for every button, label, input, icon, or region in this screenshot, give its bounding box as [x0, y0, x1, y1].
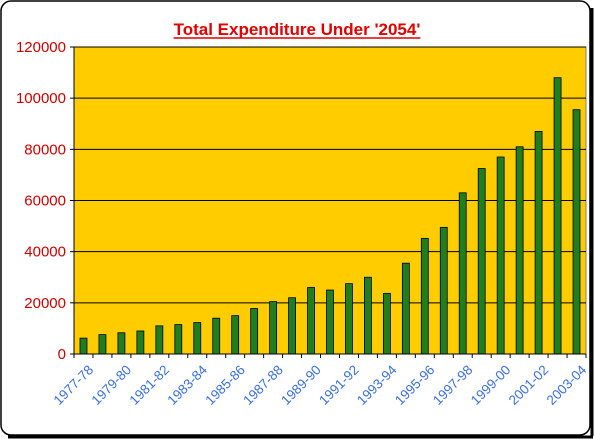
- y-tick-label: 0: [58, 346, 66, 363]
- bar: [382, 292, 391, 355]
- bar: [401, 262, 410, 355]
- bar: [307, 287, 315, 355]
- bar: [250, 308, 259, 355]
- bar: [477, 168, 486, 355]
- bar: [515, 146, 524, 355]
- bar: [98, 334, 107, 355]
- bar: [553, 77, 562, 355]
- y-tick-label: 80000: [24, 141, 66, 158]
- bar: [269, 301, 278, 355]
- bar: [174, 324, 183, 355]
- bar: [458, 192, 467, 355]
- y-tick-label: 60000: [24, 193, 66, 210]
- bar: [155, 325, 164, 355]
- bar: [212, 317, 221, 355]
- bar: [420, 237, 429, 355]
- bar: [572, 109, 581, 355]
- bar: [231, 315, 240, 355]
- bar: [288, 297, 296, 355]
- y-tick-label: 120000: [16, 39, 66, 56]
- bar: [117, 332, 126, 355]
- bar: [79, 337, 88, 355]
- chart-title: Total Expenditure Under '2054': [174, 20, 421, 39]
- y-axis: 0 20000 40000 60000 80000 100000 120000: [16, 39, 75, 363]
- chart-frame-shadow: [590, 8, 594, 436]
- bar: [496, 156, 505, 355]
- y-tick-label: 100000: [16, 90, 66, 107]
- bar: [345, 283, 353, 355]
- bar: [136, 330, 145, 355]
- bar: [193, 322, 202, 355]
- y-tick-label: 20000: [24, 295, 66, 312]
- bars: [79, 77, 581, 355]
- bar: [439, 226, 448, 355]
- chart-frame-shadow-bottom: [8, 435, 593, 439]
- bar: [534, 131, 543, 355]
- bar: [364, 276, 372, 355]
- bar: [326, 289, 334, 355]
- y-tick-label: 40000: [24, 244, 66, 261]
